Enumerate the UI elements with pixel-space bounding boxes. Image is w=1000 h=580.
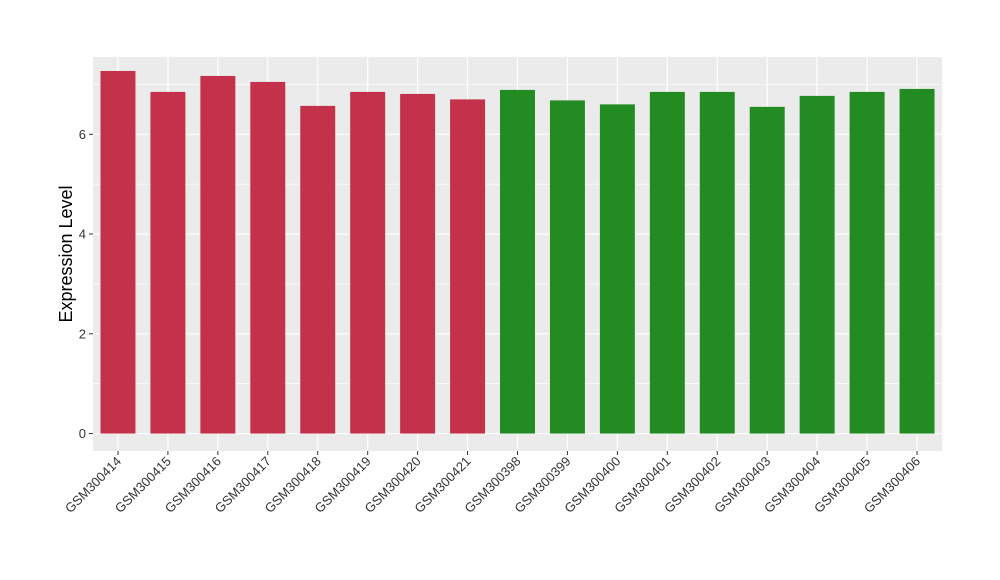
bar-GSM300416	[200, 75, 236, 434]
x-axis: GSM300414GSM300415GSM300416GSM300417GSM3…	[62, 451, 923, 516]
bars	[100, 70, 935, 434]
bar-GSM300402	[699, 91, 735, 434]
bar-GSM300420	[400, 93, 436, 434]
y-tick-label: 2	[79, 326, 86, 341]
bar-GSM300421	[450, 99, 486, 434]
bar-GSM300418	[300, 105, 336, 434]
bar-GSM300400	[599, 104, 635, 434]
bar-GSM300419	[350, 91, 386, 434]
bar-GSM300399	[549, 100, 585, 434]
bar-GSM300401	[649, 91, 685, 434]
bar-GSM300415	[150, 91, 186, 434]
y-axis: 0 2 4 6	[79, 127, 93, 441]
bar-GSM300398	[500, 89, 535, 434]
y-tick-label: 6	[79, 127, 86, 142]
y-tick-label: 4	[79, 227, 86, 242]
bar-GSM300405	[849, 91, 885, 434]
bar-GSM300414	[100, 70, 136, 434]
bar-GSM300406	[899, 88, 935, 434]
y-axis-title: Expression Level	[56, 185, 76, 322]
bar-GSM300417	[250, 81, 286, 434]
bar-GSM300403	[749, 106, 785, 434]
bar-GSM300404	[799, 95, 835, 434]
y-tick-label: 0	[79, 426, 86, 441]
